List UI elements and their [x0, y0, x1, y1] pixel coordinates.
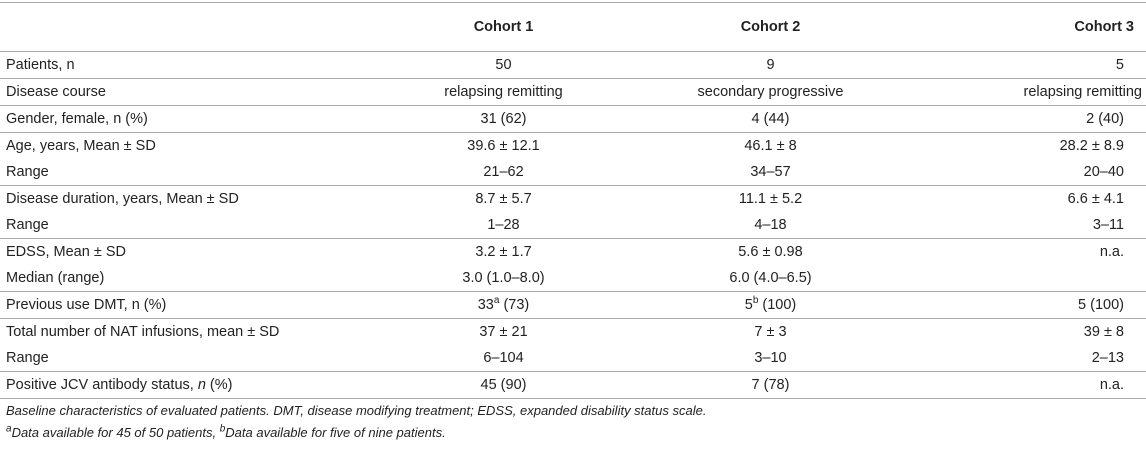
row-label: Range — [6, 350, 49, 366]
table-row: Positive JCV antibody status, n (%) 45 (… — [0, 371, 1146, 399]
cell-cohort-1: 21–62 — [483, 164, 524, 180]
cell-cohort-2: 5.6 ± 0.98 — [637, 238, 904, 265]
cell-cohort-2: 34–57 — [750, 164, 791, 180]
cell-cohort-3: 39 ± 8 — [904, 318, 1146, 345]
row-label: Previous use DMT, n (%) — [0, 291, 370, 319]
table-row: Range 6–104 3–10 2–13 — [0, 345, 1146, 372]
cell-cohort-2: 9 — [766, 57, 775, 73]
header-cohort-3: Cohort 3 — [904, 2, 1146, 52]
row-label: Patients, n — [6, 57, 75, 73]
cell-cohort-2: 4–18 — [754, 217, 787, 233]
footnote-marker: b — [752, 295, 759, 307]
cell-cohort-2: 46.1 ± 8 — [637, 132, 904, 159]
cell-cohort-1: 50 — [495, 57, 512, 73]
row-label: Range — [6, 217, 49, 233]
row-label: Disease duration, years, Mean ± SD — [0, 185, 370, 212]
cell-cohort-1: 37 ± 21 — [370, 318, 637, 345]
cell-cohort-1: 8.7 ± 5.7 — [370, 185, 637, 212]
cell-cohort-1: 1–28 — [487, 217, 520, 233]
row-label: Range — [6, 164, 49, 180]
row-label: Age, years, Mean ± SD — [0, 132, 370, 159]
cell-cohort-2: 7 ± 3 — [637, 318, 904, 345]
baseline-characteristics-table: Cohort 1 Cohort 2 Cohort 3 Patients, n 5… — [0, 2, 1146, 399]
table-header-row: Cohort 1 Cohort 2 Cohort 3 — [0, 2, 1146, 52]
table-row: Patients, n 50 9 5 — [0, 52, 1146, 79]
cell-cohort-3: 3–11 — [1092, 217, 1124, 233]
table-row: Previous use DMT, n (%) 33a (73) 5b (100… — [0, 291, 1146, 319]
footnote-marker: a — [493, 295, 500, 307]
header-cohort-1: Cohort 1 — [370, 2, 637, 52]
cell-cohort-3: n.a. — [904, 238, 1146, 265]
table-row: Range 21–62 34–57 20–40 — [0, 159, 1146, 186]
cell-cohort-2: 6.0 (4.0–6.5) — [729, 270, 812, 286]
cell-cohort-1: 45 (90) — [370, 371, 637, 399]
table-notes: Baseline characteristics of evaluated pa… — [6, 400, 706, 444]
table-row: Range 1–28 4–18 3–11 — [0, 212, 1146, 239]
cell-cohort-1: 3.2 ± 1.7 — [370, 238, 637, 265]
label-part: (%) — [205, 377, 233, 393]
cell-cohort-3: 20–40 — [1083, 164, 1124, 180]
header-empty — [0, 2, 370, 52]
cell-cohort-1: 3.0 (1.0–8.0) — [462, 270, 545, 286]
cell-cohort-3: 2 (40) — [904, 105, 1146, 133]
cell-cohort-3: 5 — [1115, 57, 1124, 73]
cell-cohort-3: 28.2 ± 8.9 — [904, 132, 1146, 159]
row-label: EDSS, Mean ± SD — [0, 238, 370, 265]
table-row: Disease course relapsing remitting secon… — [0, 78, 1146, 106]
table-row: Disease duration, years, Mean ± SD 8.7 ±… — [0, 185, 1146, 212]
label-part: Positive JCV antibody status, — [6, 377, 198, 393]
cell-cohort-2: 4 (44) — [637, 105, 904, 133]
cell-cohort-2: secondary progressive — [637, 78, 904, 106]
footnote-marker-b: b — [219, 423, 226, 435]
table-row: EDSS, Mean ± SD 3.2 ± 1.7 5.6 ± 0.98 n.a… — [0, 238, 1146, 265]
table-row: Total number of NAT infusions, mean ± SD… — [0, 318, 1146, 345]
footnote-marker-a: a — [6, 423, 12, 435]
row-label: Median (range) — [6, 270, 105, 286]
cell-value-suffix: (73) — [499, 297, 530, 313]
footnote-a: Data available for 45 of 50 patients, — [11, 425, 220, 440]
header-cohort-2: Cohort 2 — [637, 2, 904, 52]
table-row: Age, years, Mean ± SD 39.6 ± 12.1 46.1 ±… — [0, 132, 1146, 159]
cell-cohort-3: relapsing remitting — [904, 78, 1146, 106]
cell-cohort-2: 5b (100) — [637, 291, 904, 319]
cell-value-suffix: (100) — [758, 297, 797, 313]
label-italic-n: n — [197, 377, 206, 393]
cell-value: 33 — [477, 297, 494, 313]
table-row: Gender, female, n (%) 31 (62) 4 (44) 2 (… — [0, 105, 1146, 133]
table-footnotes: aData available for 45 of 50 patients, b… — [6, 422, 706, 444]
row-label: Gender, female, n (%) — [0, 105, 370, 133]
footnote-b: Data available for five of nine patients… — [225, 425, 446, 440]
cell-cohort-1: 39.6 ± 12.1 — [370, 132, 637, 159]
row-label: Total number of NAT infusions, mean ± SD — [0, 318, 370, 345]
cell-cohort-2: 11.1 ± 5.2 — [637, 185, 904, 212]
cell-cohort-1: 31 (62) — [370, 105, 637, 133]
cell-cohort-3 — [904, 265, 1146, 292]
cell-cohort-1: 33a (73) — [370, 291, 637, 319]
row-label: Disease course — [0, 78, 370, 106]
cell-cohort-3: n.a. — [904, 371, 1146, 399]
table-row: Median (range) 3.0 (1.0–8.0) 6.0 (4.0–6.… — [0, 265, 1146, 292]
cell-cohort-2: 7 (78) — [637, 371, 904, 399]
cell-cohort-3: 6.6 ± 4.1 — [904, 185, 1146, 212]
cell-cohort-1: 6–104 — [483, 350, 524, 366]
row-label: Positive JCV antibody status, n (%) — [0, 371, 370, 399]
cell-value: 5 — [744, 297, 753, 313]
cell-cohort-2: 3–10 — [754, 350, 787, 366]
table-caption: Baseline characteristics of evaluated pa… — [6, 403, 707, 418]
cell-cohort-1: relapsing remitting — [370, 78, 637, 106]
cell-cohort-3: 5 (100) — [904, 291, 1146, 319]
cell-cohort-3: 2–13 — [1091, 350, 1124, 366]
